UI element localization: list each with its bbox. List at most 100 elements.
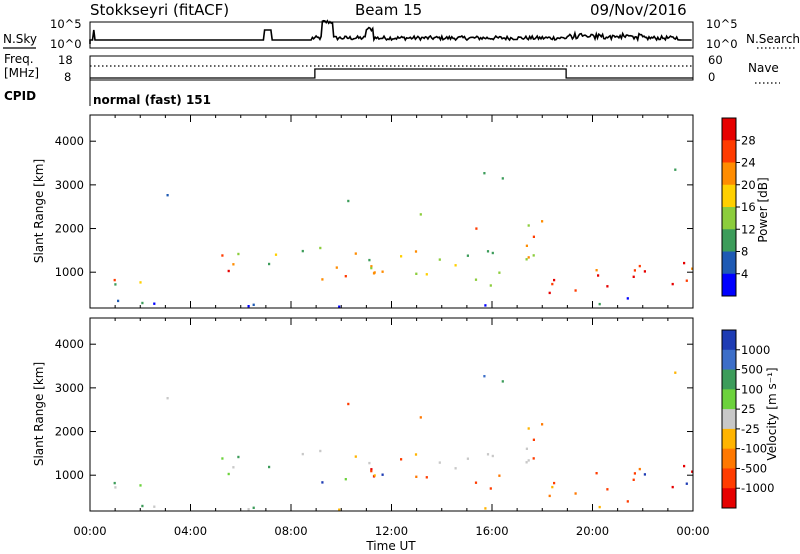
- velocity-cell: [527, 427, 530, 430]
- colorbar-tick-label: 24: [741, 156, 756, 170]
- power-cell: [541, 220, 544, 223]
- velocity-cell: [232, 466, 235, 469]
- freq-unit-label: [MHz]: [4, 66, 39, 80]
- colorbar-swatch: [722, 468, 736, 489]
- velocity-cell: [484, 507, 487, 510]
- x-tick-label: 12:00: [375, 524, 408, 538]
- velocity-cell: [532, 457, 535, 460]
- velocity-colorbar-label: Velocity [m s⁻¹]: [765, 367, 779, 460]
- velocity-cell: [319, 449, 322, 453]
- x-tick-label: 00:00: [676, 524, 709, 538]
- colorbar-swatch: [722, 207, 736, 230]
- colorbar-swatch: [722, 428, 736, 450]
- power-cell: [438, 258, 441, 261]
- velocity-cell: [113, 481, 116, 485]
- power-cell: [598, 302, 601, 306]
- velocity-cell: [237, 455, 240, 459]
- power-cell: [139, 281, 142, 284]
- power-cell: [597, 274, 600, 277]
- velocity-cell: [166, 397, 169, 400]
- power-cell: [633, 269, 636, 272]
- velocity-cell: [626, 500, 629, 503]
- nsky-line: [89, 19, 692, 44]
- y-tick-label: 1000: [55, 265, 84, 279]
- colorbar-tick-label: 28: [741, 133, 756, 147]
- power-cell: [268, 262, 271, 266]
- velocity-cell: [438, 461, 441, 464]
- power-cell: [626, 297, 629, 300]
- nsky-tick-top: 10^5: [50, 17, 82, 31]
- power-cell: [674, 168, 677, 171]
- colorbar-swatch: [722, 184, 736, 208]
- x-axis-tick-labels: 00:00 04:00 08:00 12:00 16:00 20:00 00:00: [73, 524, 709, 538]
- colorbar-swatch: [722, 140, 736, 163]
- colorbar-tick-label: 4: [741, 267, 748, 281]
- velocity-cell: [606, 488, 609, 491]
- velocity-cell: [633, 472, 636, 475]
- power-cell: [419, 213, 422, 216]
- y-tick-label: 3000: [55, 178, 84, 192]
- y-tick-label: 3000: [55, 381, 84, 395]
- colorbar-swatch: [722, 251, 736, 275]
- noise-panel-frame: [89, 21, 694, 49]
- nave-tick-top: 60: [708, 53, 723, 67]
- velocity-cell: [532, 438, 535, 441]
- colorbar-swatch: [722, 330, 736, 351]
- colorbar-swatch: [722, 369, 736, 390]
- velocity-cell: [344, 478, 347, 481]
- power-cell: [551, 282, 554, 286]
- y-tick-label: 4000: [55, 337, 84, 351]
- power-cell: [344, 275, 347, 278]
- power-cell: [483, 172, 486, 175]
- y-tick-label: 2000: [55, 425, 84, 439]
- velocity-cell: [574, 492, 577, 495]
- velocity-cell: [141, 504, 144, 508]
- velocity-cell: [486, 453, 490, 456]
- freq-label: Freq.: [4, 52, 34, 66]
- power-cell: [368, 258, 371, 262]
- power-cell: [501, 177, 504, 180]
- nsky-label: N.Sky: [3, 32, 37, 46]
- power-cell: [632, 275, 635, 278]
- velocity-cell: [483, 375, 486, 378]
- nave-label: Nave: [748, 61, 779, 75]
- power-cell: [553, 278, 556, 282]
- power-cell: [400, 255, 403, 258]
- power-cell: [595, 269, 598, 272]
- noise-trace: [89, 19, 692, 44]
- power-cell: [574, 289, 577, 292]
- velocity-cell: [501, 380, 504, 383]
- colorbar-tick-label: -500: [741, 461, 767, 475]
- velocity-cell: [691, 470, 694, 473]
- power-cell: [643, 270, 646, 273]
- power-panel-frame: [89, 114, 694, 309]
- velocity-axes: 1000 2000 3000 4000: [55, 318, 694, 511]
- power-cell: [232, 263, 235, 266]
- x-tick-label: 20:00: [576, 524, 609, 538]
- power-colorbar-label: Power [dB]: [756, 177, 770, 242]
- velocity-cell: [338, 508, 341, 511]
- colorbar-swatch: [722, 162, 736, 186]
- power-axes: 1000 2000 3000 4000: [55, 115, 694, 308]
- power-cell: [525, 244, 528, 247]
- power-cell: [425, 273, 428, 276]
- velocity-cell: [419, 416, 422, 419]
- colorbar-swatch: [722, 448, 736, 469]
- power-cell: [414, 250, 418, 253]
- power-cell: [347, 199, 350, 203]
- power-cell: [548, 291, 551, 295]
- power-cell: [335, 266, 338, 269]
- colorbar-tick-label: 16: [741, 200, 756, 214]
- colorbar-swatch: [722, 389, 736, 410]
- velocity-cell: [347, 402, 350, 406]
- velocity-cell: [541, 423, 544, 426]
- velocity-cell: [551, 485, 554, 489]
- colorbar-tick-label: 20: [741, 178, 756, 192]
- power-cell: [475, 227, 478, 230]
- cpid-mode: normal (fast) 151: [93, 93, 211, 107]
- freq-tick-bottom: 8: [64, 70, 71, 84]
- velocity-cell: [370, 469, 373, 473]
- power-cell: [252, 303, 255, 306]
- colorbar-tick-label: 12: [741, 222, 756, 236]
